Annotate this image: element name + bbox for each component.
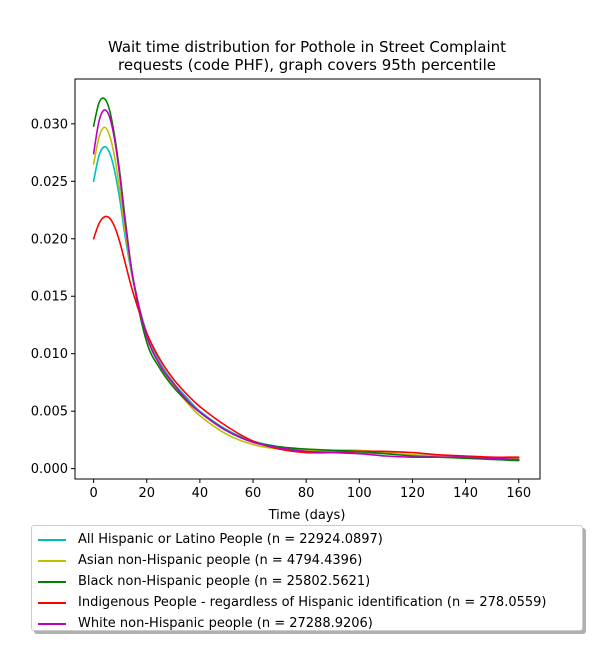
legend-swatch bbox=[38, 538, 66, 541]
legend-label: All Hispanic or Latino People (n = 22924… bbox=[78, 532, 383, 547]
x-axis-label: Time (days) bbox=[268, 508, 346, 523]
legend-swatch bbox=[38, 601, 66, 604]
x-axis-ticks: 0 20 40 60 80 100 120 140 160 bbox=[89, 479, 531, 501]
series-line-4 bbox=[92, 215, 520, 459]
x-tick-label: 20 bbox=[138, 486, 155, 501]
plot-frame bbox=[74, 78, 541, 480]
legend-swatch bbox=[38, 559, 66, 562]
x-tick-label: 100 bbox=[347, 486, 372, 501]
y-tick-label: 0.025 bbox=[31, 175, 68, 190]
y-axis-ticks: 0.000 0.005 0.010 0.015 0.020 0.025 0.030 bbox=[31, 117, 75, 477]
y-tick-label: 0.005 bbox=[31, 405, 68, 420]
series-line-1 bbox=[92, 145, 520, 460]
plot-area bbox=[92, 97, 520, 462]
series-line-3 bbox=[92, 97, 520, 462]
y-tick-label: 0.000 bbox=[31, 462, 68, 477]
y-tick-label: 0.030 bbox=[31, 117, 68, 132]
series-line-5 bbox=[92, 109, 520, 461]
legend-entry-4: Indigenous People - regardless of Hispan… bbox=[38, 592, 582, 613]
x-tick-label: 120 bbox=[400, 486, 425, 501]
x-tick-label: 0 bbox=[89, 486, 97, 501]
x-tick-label: 60 bbox=[245, 486, 262, 501]
chart-legend: All Hispanic or Latino People (n = 22924… bbox=[31, 525, 583, 631]
legend-label: Asian non-Hispanic people (n = 4794.4396… bbox=[78, 553, 363, 568]
legend-label: White non-Hispanic people (n = 27288.920… bbox=[78, 616, 373, 631]
legend-label: Black non-Hispanic people (n = 25802.562… bbox=[78, 574, 371, 589]
chart-title-line-2: requests (code PHF), graph covers 95th p… bbox=[118, 56, 496, 74]
y-tick-label: 0.010 bbox=[31, 347, 68, 362]
x-tick-label: 140 bbox=[453, 486, 478, 501]
legend-swatch bbox=[38, 622, 66, 625]
legend-label: Indigenous People - regardless of Hispan… bbox=[78, 595, 547, 610]
x-tick-label: 80 bbox=[298, 486, 315, 501]
series-line-2 bbox=[92, 126, 520, 460]
y-tick-label: 0.020 bbox=[31, 232, 68, 247]
legend-entry-5: White non-Hispanic people (n = 27288.920… bbox=[38, 613, 582, 634]
legend-entry-3: Black non-Hispanic people (n = 25802.562… bbox=[38, 571, 582, 592]
y-tick-label: 0.015 bbox=[31, 290, 68, 305]
legend-entry-1: All Hispanic or Latino People (n = 22924… bbox=[38, 529, 582, 550]
legend-entry-2: Asian non-Hispanic people (n = 4794.4396… bbox=[38, 550, 582, 571]
chart-title-line-1: Wait time distribution for Pothole in St… bbox=[108, 38, 506, 56]
x-tick-label: 160 bbox=[506, 486, 531, 501]
legend-swatch bbox=[38, 580, 66, 583]
x-tick-label: 40 bbox=[192, 486, 209, 501]
